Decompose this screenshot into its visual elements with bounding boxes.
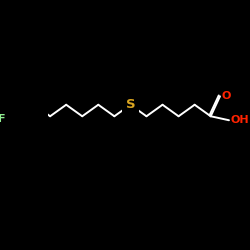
Text: O: O [222,91,231,101]
Text: S: S [126,98,135,111]
Text: OH: OH [230,115,249,125]
Text: F: F [0,114,6,124]
